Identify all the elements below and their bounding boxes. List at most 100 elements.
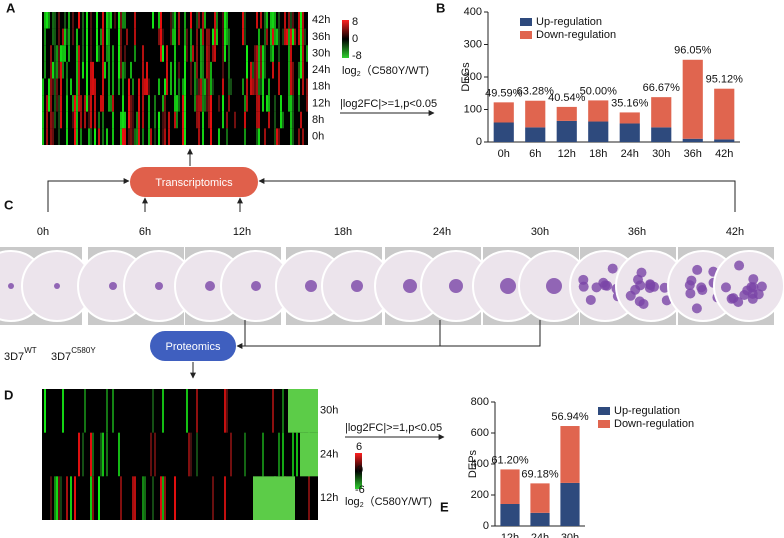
heatmap-cell xyxy=(186,389,188,433)
heatmap-cell xyxy=(74,45,76,62)
heatmap-cell xyxy=(298,12,300,29)
heatmap-cell xyxy=(234,12,236,29)
heatmap-cell xyxy=(286,28,288,46)
heatmap-cell xyxy=(210,12,212,29)
parasite xyxy=(697,285,708,296)
panel-label: A xyxy=(6,0,16,15)
heatmap-cell xyxy=(64,61,66,79)
heatmap-cell xyxy=(110,78,112,96)
heatmap-cell xyxy=(216,95,218,112)
heatmap-cell xyxy=(282,95,284,112)
heatmap-cell xyxy=(262,28,264,46)
heatmap-cell xyxy=(222,111,224,129)
heatmap-cell xyxy=(128,128,130,145)
heatmap-cell xyxy=(112,128,114,145)
heatmap-cell xyxy=(90,28,92,46)
x-tick-label: 12h xyxy=(558,148,576,160)
bar-annotation: 95.12% xyxy=(706,74,744,86)
heatmap-cell xyxy=(154,78,156,96)
heatmap-cell xyxy=(146,12,148,29)
heatmap-cell xyxy=(258,78,260,96)
heatmap-cell xyxy=(106,111,108,129)
heatmap-cell xyxy=(188,111,190,129)
heatmap-cell xyxy=(180,61,182,79)
heatmap-cell xyxy=(258,95,260,112)
heatmap-cell xyxy=(80,476,82,520)
heatmap-cell xyxy=(260,12,262,29)
heatmap-cell xyxy=(276,12,278,29)
heatmap-cell xyxy=(178,45,180,62)
heatmap-cell xyxy=(124,61,126,79)
heatmap-cell xyxy=(172,61,174,79)
heatmap-cell xyxy=(86,78,88,96)
heatmap-cell xyxy=(232,432,234,477)
heatmap-cell xyxy=(162,28,164,46)
heatmap-cell xyxy=(236,128,238,145)
y-tick-label: 0 xyxy=(476,136,482,148)
heatmap-cell xyxy=(136,45,138,62)
heatmap-cell xyxy=(248,111,250,129)
heatmap-cell xyxy=(132,95,134,112)
bar-segment xyxy=(530,512,550,526)
heatmap-cell xyxy=(48,95,50,112)
heatmap-cell xyxy=(130,111,132,129)
heatmap-cell xyxy=(152,28,154,46)
heatmap-cell xyxy=(278,45,280,62)
heatmap-cell xyxy=(100,61,102,79)
heatmap-cell xyxy=(278,128,280,145)
heatmap-cell xyxy=(90,61,92,79)
bar-segment xyxy=(500,503,520,526)
heatmap-cell xyxy=(46,476,48,520)
heatmap-cell xyxy=(274,111,276,129)
heatmap-cell xyxy=(286,12,288,29)
heatmap-cell xyxy=(124,128,126,145)
heatmap-cell xyxy=(44,45,46,62)
heatmap-cell xyxy=(186,95,188,112)
heatmap-cell xyxy=(54,45,56,62)
parasite xyxy=(638,298,649,309)
heatmap-cell xyxy=(230,128,232,145)
heatmap-cell xyxy=(300,111,302,129)
parasite xyxy=(578,274,589,285)
heatmap-cell xyxy=(156,111,158,129)
heatmap-cell xyxy=(164,78,166,96)
heatmap-cell xyxy=(260,78,262,96)
heatmap-cell xyxy=(162,12,164,29)
heatmap-cell xyxy=(126,111,128,129)
heatmap-cell xyxy=(284,12,286,29)
heatmap-cell xyxy=(194,95,196,112)
heatmap-cell xyxy=(202,28,204,46)
heatmap-cell xyxy=(66,95,68,112)
heatmap-cell xyxy=(50,128,52,145)
row-label: 42h xyxy=(312,14,330,26)
heatmap-cell xyxy=(186,12,188,29)
heatmap-cell xyxy=(248,95,250,112)
heatmap-cell xyxy=(166,12,168,29)
heatmap-cell xyxy=(288,28,290,46)
bar-segment xyxy=(556,106,577,121)
heatmap-cell xyxy=(122,78,124,96)
heatmap-cell xyxy=(160,12,162,29)
heatmap-block xyxy=(288,389,318,433)
heatmap-cell xyxy=(138,28,140,46)
heatmap-cell xyxy=(50,111,52,129)
heatmap-cell xyxy=(184,78,186,96)
heatmap-d xyxy=(42,389,318,520)
heatmap-cell xyxy=(76,28,78,46)
heatmap-cell xyxy=(92,95,94,112)
heatmap-cell xyxy=(78,111,80,129)
y-axis-label: DEPs xyxy=(467,449,479,478)
heatmap-cell xyxy=(162,111,164,129)
heatmap-cell xyxy=(240,28,242,46)
heatmap-cell xyxy=(200,12,202,29)
heatmap-cell xyxy=(240,95,242,112)
heatmap-cell xyxy=(168,111,170,129)
heatmap-cell xyxy=(164,389,166,433)
heatmap-cell xyxy=(152,95,154,112)
heatmap-cell xyxy=(158,12,160,29)
heatmap-cell xyxy=(248,78,250,96)
bar-segment xyxy=(619,123,640,142)
bar-segment xyxy=(525,100,546,128)
heatmap-cell xyxy=(96,28,98,46)
heatmap-cell xyxy=(86,45,88,62)
